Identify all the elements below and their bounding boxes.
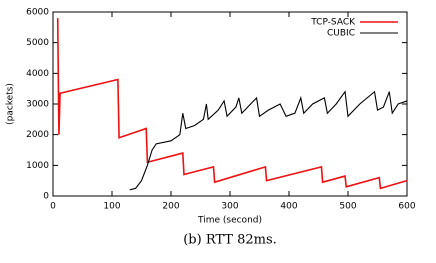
x-axis-label: Time (second) <box>197 216 262 226</box>
x-tick-label: 0 <box>50 202 56 212</box>
y-tick-label: 2000 <box>26 130 49 140</box>
x-tick-label: 300 <box>221 202 238 212</box>
y-tick-label: 0 <box>43 192 49 202</box>
caption: (b) RTT 82ms. <box>183 233 277 248</box>
x-tick-label: 600 <box>398 202 415 212</box>
series-line <box>56 18 408 190</box>
y-tick-label: 1000 <box>26 161 49 171</box>
x-tick-label: 200 <box>162 202 179 212</box>
plot-frame <box>52 11 408 197</box>
y-tick-label: 5000 <box>26 38 49 48</box>
y-tick-label: 4000 <box>26 69 49 79</box>
y-axis-label: (packets) <box>6 83 16 125</box>
legend-label: TCP-SACK <box>310 18 356 28</box>
x-tick-label: 500 <box>339 202 356 212</box>
x-tick-label: 400 <box>280 202 297 212</box>
y-tick-label: 3000 <box>26 100 49 110</box>
legend-label: CUBIC <box>327 29 355 39</box>
x-tick-label: 100 <box>103 202 120 212</box>
y-tick-label: 6000 <box>26 8 49 18</box>
series-line <box>129 90 408 191</box>
